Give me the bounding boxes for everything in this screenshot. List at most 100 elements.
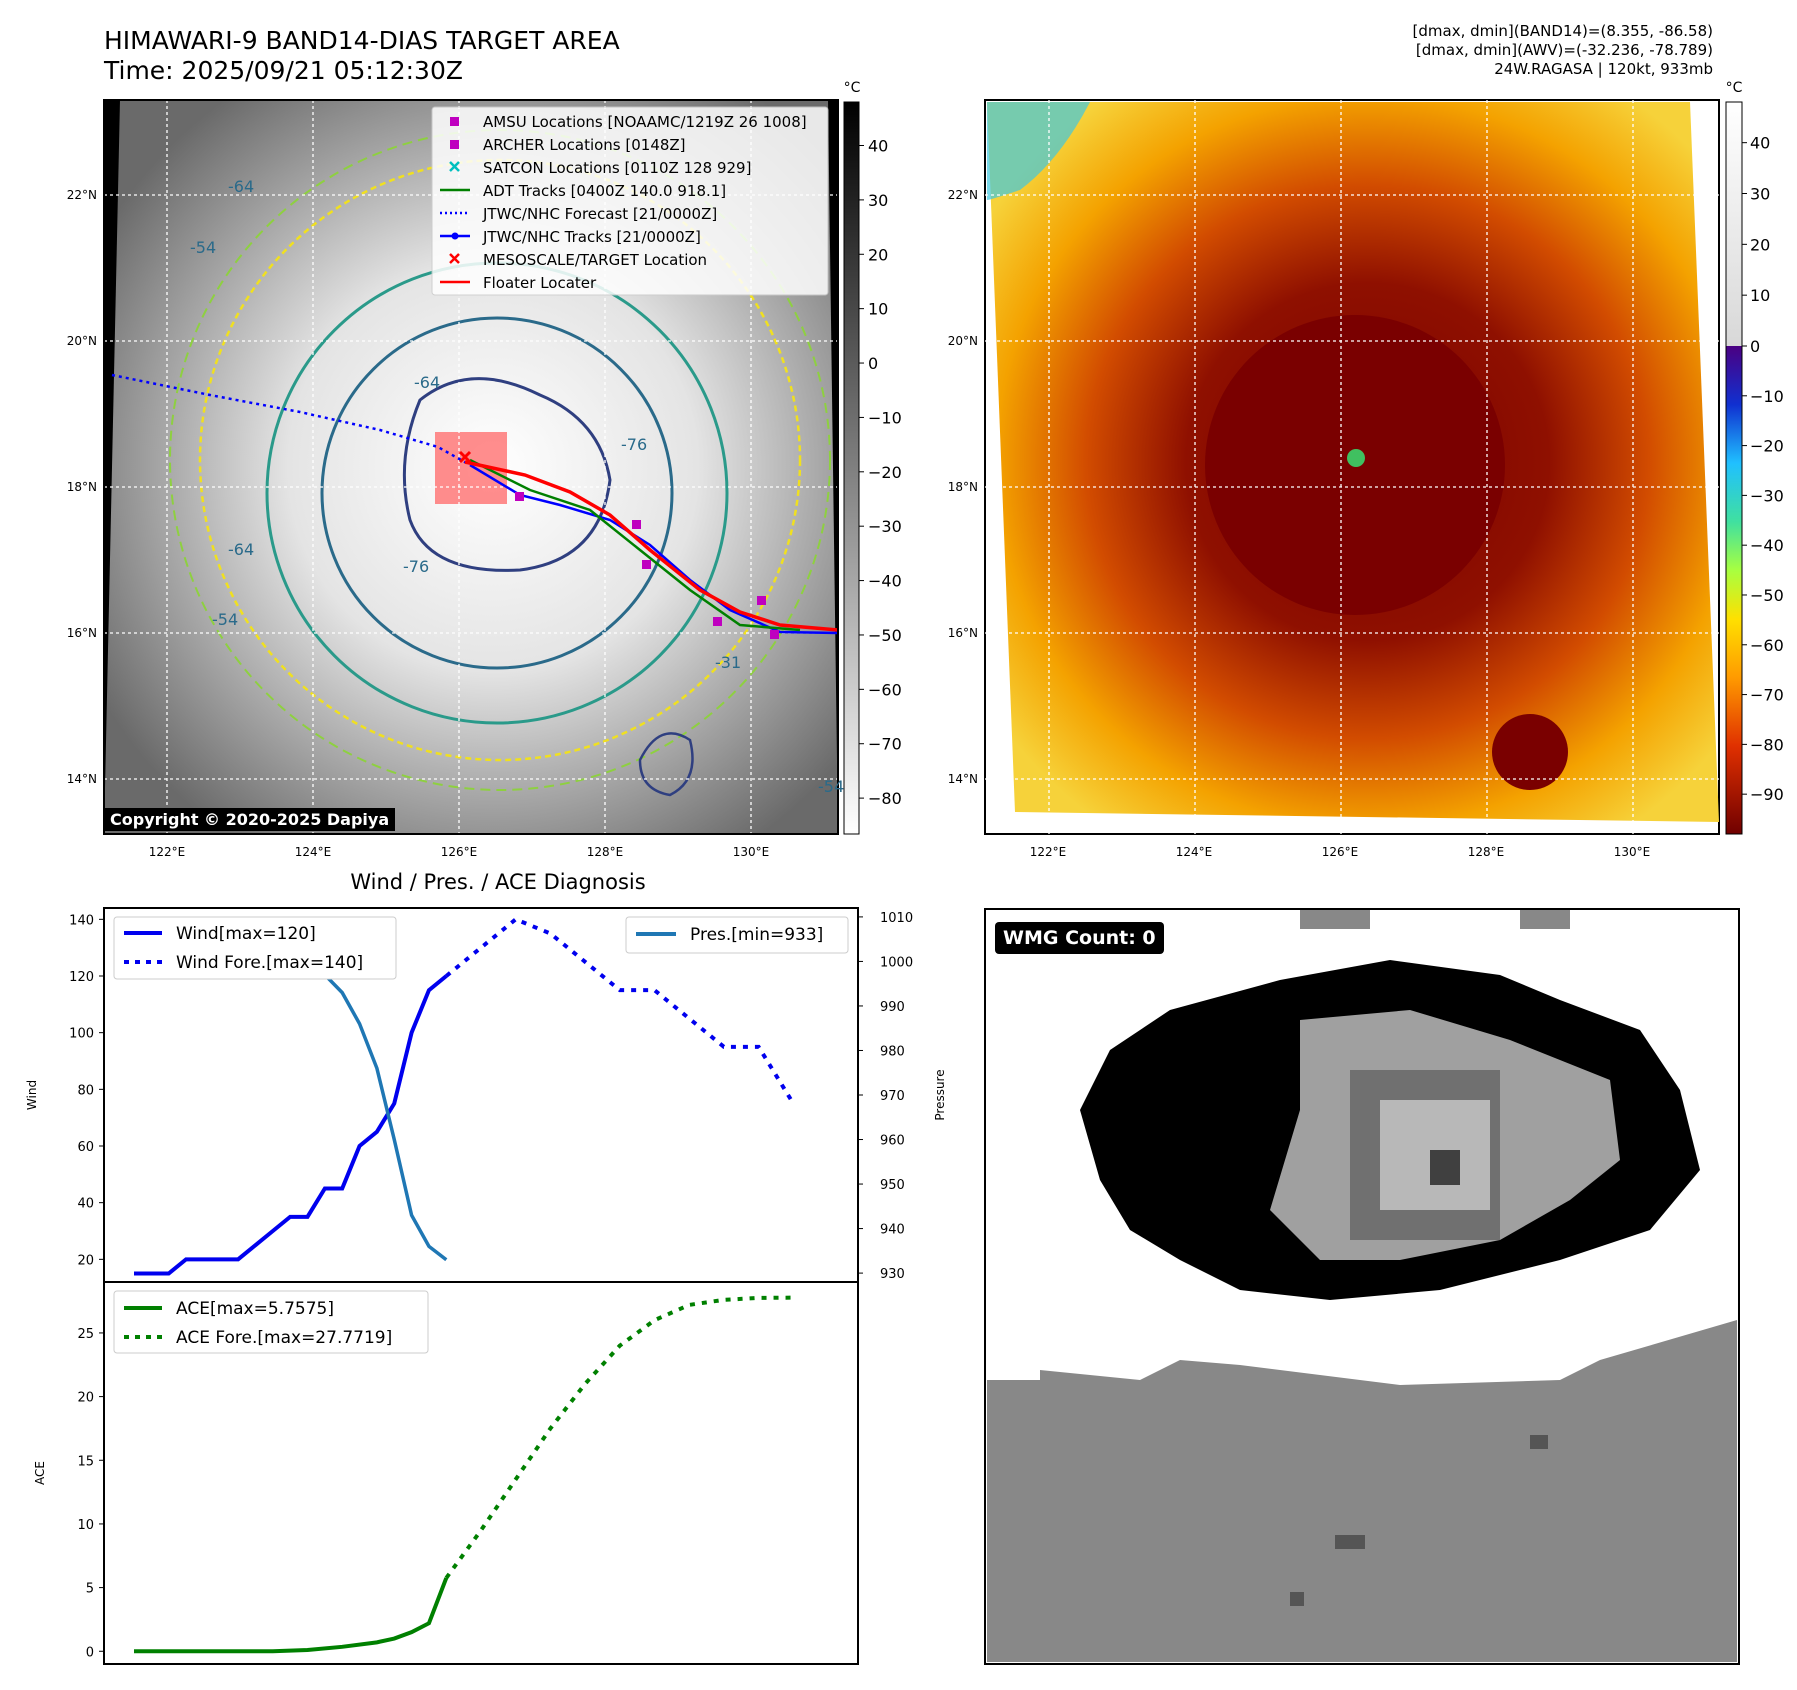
color-cbar-tick-label: −70 — [1750, 686, 1784, 705]
lon-tick-label: 126°E — [441, 845, 478, 859]
lat-tick-label: 20°N — [948, 334, 978, 348]
pressure-y-tick-label: 950 — [880, 1178, 905, 1193]
color-cbar-unit: °C — [1726, 80, 1743, 96]
info-line-3: 24W.RAGASA | 120kt, 933mb — [1494, 60, 1713, 78]
legend-adt: ADT Tracks [0400Z 140.0 918.1] — [483, 182, 726, 200]
gray-cbar-tick-label: −20 — [868, 463, 902, 482]
wind-fore-legend-label: Wind Fore.[max=140] — [176, 953, 363, 973]
figure-title: HIMAWARI-9 BAND14-DIAS TARGET AREA Time:… — [104, 26, 620, 86]
gray-cbar-tick-label: 0 — [868, 354, 878, 373]
lat-tick-label: 14°N — [948, 772, 978, 786]
map-legend: AMSU Locations [NOAAMC/1219Z 26 1008] AR… — [431, 106, 829, 296]
contour-labels: -64 -54 -64 -76 -64 -54 -31 -76 -54 — [190, 177, 844, 796]
lat-tick-label: 18°N — [948, 480, 978, 494]
contour-label: -64 — [414, 373, 440, 392]
title-line-2: Time: 2025/09/21 05:12:30Z — [104, 56, 463, 85]
ace-y-tick-label: 0 — [86, 1645, 94, 1660]
lat-tick-label: 20°N — [67, 334, 97, 348]
legend-floater: Floater Locater — [483, 274, 597, 292]
wind-y-tick-label: 60 — [77, 1140, 94, 1155]
contour-label: -64 — [228, 177, 254, 196]
contour-label: -54 — [212, 610, 238, 629]
pressure-y-tick-label: 990 — [880, 1000, 905, 1015]
wind-y-axis-label: Wind — [25, 1080, 39, 1110]
lat-tick-label: 22°N — [67, 188, 97, 202]
lat-tick-label: 16°N — [67, 626, 97, 640]
legend-amsu: AMSU Locations [NOAAMC/1219Z 26 1008] — [483, 113, 807, 131]
color-cbar-tick-label: −50 — [1750, 586, 1784, 605]
lon-tick-label: 128°E — [1468, 845, 1505, 859]
lat-tick-label: 18°N — [67, 480, 97, 494]
wind-y-tick-label: 140 — [69, 913, 94, 928]
ace-chart: 25 20 15 10 5 0 ACE ACE[max=5.7575] ACE Fore.[ma… — [33, 1281, 859, 1665]
color-colorbar: °C 40 30 20 10 0 −10 −20 −30 −40 −50 −60 −70 −80 −90 — [1725, 80, 1784, 835]
gray-cbar-tick-label: −60 — [868, 680, 902, 699]
pressure-y-tick-label: 1010 — [880, 911, 913, 926]
contour-label: -54 — [190, 238, 216, 257]
wind-y-tick-label: 120 — [69, 970, 94, 985]
ace-fore-legend-label: ACE Fore.[max=27.7719] — [176, 1328, 392, 1348]
pressure-legend-box — [625, 916, 849, 954]
title-line-1: HIMAWARI-9 BAND14-DIAS TARGET AREA — [104, 26, 620, 55]
gray-cbar-unit: °C — [844, 80, 861, 96]
color-cbar-tick-label: −20 — [1750, 437, 1784, 456]
ace-y-tick-label: 10 — [77, 1518, 94, 1533]
info-text: [dmax, dmin](BAND14)=(8.355, -86.58) [dm… — [1413, 22, 1713, 79]
ace-y-axis-label: ACE — [33, 1461, 47, 1485]
ace-series-line-dotted — [444, 1295, 794, 1580]
ace-y-tick-label: 5 — [86, 1582, 94, 1597]
contour-label: -54 — [818, 777, 844, 796]
contour-label: -64 — [228, 540, 254, 559]
color-cbar-tick-label: 0 — [1750, 337, 1760, 356]
color-cbar-tick-label: −30 — [1750, 486, 1784, 505]
lon-tick-label: 124°E — [295, 845, 332, 859]
lon-tick-label: 128°E — [587, 845, 624, 859]
wind-pressure-chart: 140 120 100 80 60 40 20 1010 1000 990 980 970 960 950… — [25, 907, 947, 1283]
color-cbar-tick-label: 10 — [1750, 286, 1770, 305]
color-cbar-tick-label: −40 — [1750, 536, 1784, 555]
wind-y-tick-label: 100 — [69, 1027, 94, 1042]
legend-jtwc-forecast: JTWC/NHC Forecast [21/0000Z] — [482, 205, 717, 223]
wmg-panel — [984, 908, 1740, 1665]
contour-label: -31 — [715, 653, 741, 672]
gray-cbar-tick-label: −10 — [868, 408, 902, 427]
copyright-label: Copyright © 2020-2025 Dapiya — [104, 808, 396, 831]
legend-mesoscale: MESOSCALE/TARGET Location — [483, 251, 707, 269]
diagnosis-title: Wind / Pres. / ACE Diagnosis — [350, 870, 645, 894]
info-line-2: [dmax, dmin](AWV)=(-32.236, -78.789) — [1415, 41, 1713, 59]
color-cbar-tick-label: 30 — [1750, 185, 1770, 204]
lon-tick-label: 130°E — [733, 845, 770, 859]
ace-y-tick-label: 20 — [77, 1391, 94, 1406]
lon-tick-label: 126°E — [1322, 845, 1359, 859]
pressure-y-tick-label: 960 — [880, 1134, 905, 1149]
lon-tick-label: 122°E — [149, 845, 186, 859]
ace-legend-box — [113, 1290, 429, 1354]
color-cbar-tick-label: −10 — [1750, 387, 1784, 406]
legend-archer: ARCHER Locations [0148Z] — [483, 136, 686, 154]
gray-cbar-tick-label: 40 — [868, 137, 888, 156]
pressure-y-tick-label: 1000 — [880, 955, 913, 970]
gray-cbar-tick-label: −70 — [868, 735, 902, 754]
wmg-count-badge: WMG Count: 0 — [995, 922, 1164, 954]
ir-color-map — [984, 99, 1720, 835]
color-cbar-tick-label: −80 — [1750, 735, 1784, 754]
wind-y-tick-label: 80 — [77, 1083, 94, 1098]
pressure-y-axis-label: Pressure — [933, 1069, 947, 1120]
pressure-y-tick-label: 930 — [880, 1267, 905, 1282]
lat-tick-label: 22°N — [948, 188, 978, 202]
color-cbar-tick-label: 40 — [1750, 134, 1770, 153]
pressure-legend-label: Pres.[min=933] — [690, 925, 823, 945]
gray-cbar-tick-label: −40 — [868, 572, 902, 591]
wind-y-tick-label: 40 — [77, 1197, 94, 1212]
gray-cbar-tick-label: −50 — [868, 626, 902, 645]
info-line-1: [dmax, dmin](BAND14)=(8.355, -86.58) — [1412, 22, 1713, 40]
pressure-y-tick-label: 940 — [880, 1223, 905, 1238]
color-cbar-tick-label: 20 — [1750, 235, 1770, 254]
pressure-y-tick-label: 970 — [880, 1089, 905, 1104]
series-line-solid — [134, 974, 448, 1276]
wind-legend-label: Wind[max=120] — [176, 924, 316, 944]
wind-y-tick-label: 20 — [77, 1253, 94, 1268]
ace-legend-label: ACE[max=5.7575] — [176, 1299, 334, 1319]
lon-tick-label: 122°E — [1030, 845, 1067, 859]
